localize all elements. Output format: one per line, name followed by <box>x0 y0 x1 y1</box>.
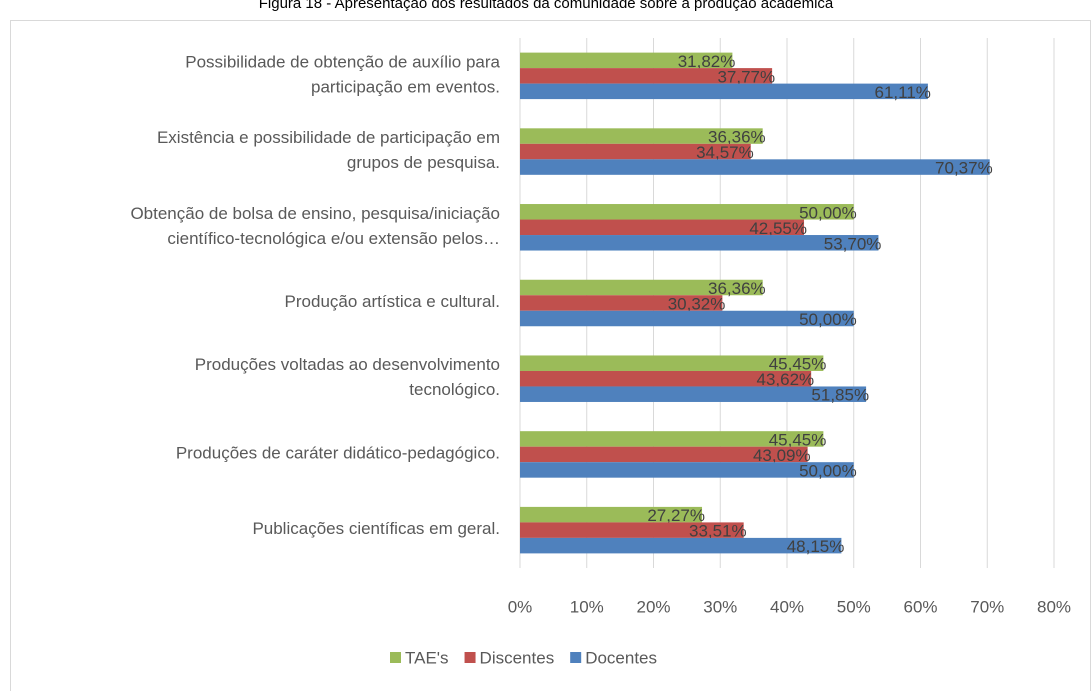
x-tick-label: 20% <box>636 597 670 616</box>
bar <box>520 235 879 251</box>
bar <box>520 537 842 554</box>
x-tick-label: 0% <box>508 597 533 616</box>
bar <box>520 522 744 538</box>
data-label: 48,15% <box>787 537 845 556</box>
data-label: 42,55% <box>749 219 807 238</box>
category-label: Produção artística e cultural. <box>285 292 500 311</box>
data-label: 50,00% <box>799 203 857 222</box>
category-label: Produções voltadas ao desenvolvimento tec… <box>195 356 500 400</box>
bar <box>520 279 763 296</box>
bar <box>520 128 763 144</box>
x-tick-label: 60% <box>903 597 937 616</box>
x-tick-label: 40% <box>770 597 804 616</box>
bar <box>520 370 812 387</box>
category-label: Produções de caráter didático-pedagógico… <box>176 444 500 463</box>
category-label: Existência e possibilidade de participaç… <box>157 129 500 173</box>
data-label: 53,70% <box>824 234 882 253</box>
data-label: 31,82% <box>678 52 736 71</box>
bar <box>520 506 703 523</box>
legend-label: Discentes <box>480 648 555 667</box>
bar <box>520 52 733 69</box>
bar <box>520 462 854 478</box>
legend-label: TAE's <box>405 648 449 667</box>
data-label: 43,62% <box>756 370 814 389</box>
data-label: 61,11% <box>875 83 931 102</box>
data-label: 36,36% <box>708 128 766 147</box>
chart-title: Figura 18 - Apresentação dos resultados … <box>259 0 834 12</box>
bar <box>520 219 805 236</box>
x-tick-label: 50% <box>837 597 871 616</box>
x-tick-label: 80% <box>1037 597 1071 616</box>
category-label: Publicações científicas em geral. <box>252 520 500 539</box>
data-label: 45,45% <box>769 355 827 374</box>
bar <box>520 310 854 327</box>
bar <box>520 431 824 447</box>
legend-swatch <box>570 652 582 663</box>
category-label: Possibilidade de obtenção de auxílio par… <box>185 53 500 97</box>
data-label: 45,45% <box>769 430 827 449</box>
data-label: 33,51% <box>689 522 747 541</box>
bar <box>520 295 723 311</box>
data-label: 27,27% <box>647 506 705 525</box>
data-label: 50,00% <box>799 310 857 329</box>
bar <box>520 446 808 463</box>
x-tick-label: 10% <box>570 597 604 616</box>
bar <box>520 83 928 100</box>
data-label: 34,57% <box>696 143 754 162</box>
legend-swatch <box>464 652 476 663</box>
bar <box>520 143 751 160</box>
data-label: 70,37% <box>935 159 993 178</box>
data-label: 30,32% <box>668 294 726 313</box>
bar <box>520 355 824 371</box>
category-label: Obtenção de bolsa de ensino, pesquisa/in… <box>130 204 500 248</box>
bar <box>520 386 867 402</box>
data-label: 51,85% <box>811 386 869 405</box>
legend-label: Docentes <box>585 648 657 667</box>
data-label: 43,09% <box>753 446 811 465</box>
x-tick-label: 70% <box>970 597 1004 616</box>
bar <box>520 68 773 84</box>
data-label: 37,77% <box>717 67 775 86</box>
x-tick-label: 30% <box>703 597 737 616</box>
data-label: 36,36% <box>708 279 766 298</box>
bar <box>520 159 990 175</box>
data-label: 50,00% <box>799 461 857 480</box>
bar <box>520 204 854 220</box>
legend-swatch <box>390 652 401 663</box>
